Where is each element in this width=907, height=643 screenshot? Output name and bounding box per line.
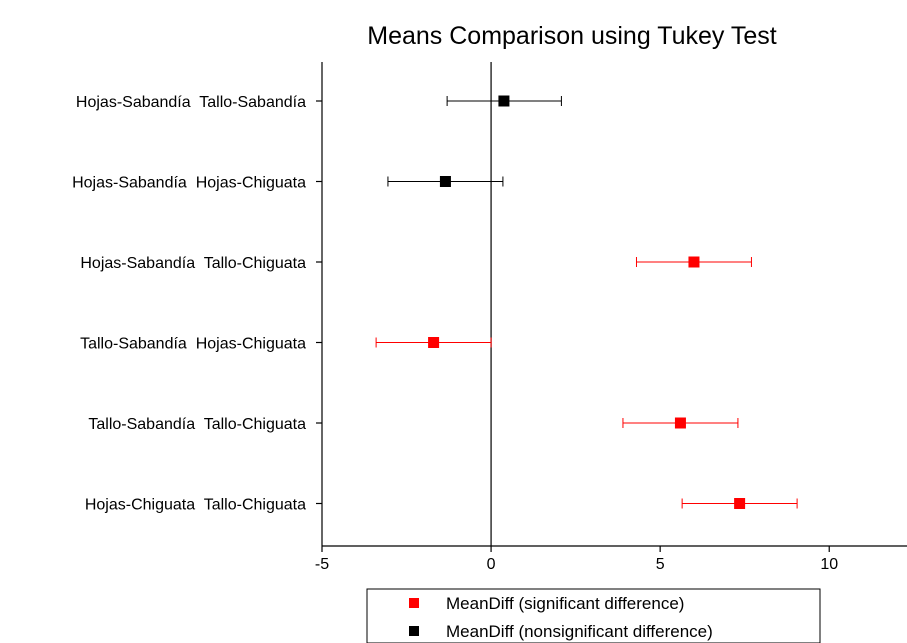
mean-diff-marker [688, 256, 700, 268]
mean-diff-marker [498, 95, 510, 107]
y-category-label: Tallo-Sabandía Tallo-Chiguata [88, 416, 306, 433]
data-marks [375, 95, 798, 509]
x-tick-label: 0 [487, 556, 496, 573]
legend-swatch [409, 626, 419, 636]
y-category-label: Tallo-Sabandía Hojas-Chiguata [80, 336, 306, 353]
y-category-label: Hojas-Sabandía Hojas-Chiguata [72, 175, 306, 192]
mean-diff-marker [674, 417, 686, 429]
legend-box [366, 588, 821, 643]
axes: -5 0 5 10 Hojas-Sabandía Tallo-Sabandía Hojas… [72, 62, 907, 573]
x-tick-label: 5 [656, 556, 665, 573]
mean-diff-marker [428, 337, 440, 348]
mean-diff-marker [439, 176, 451, 187]
x-tick-label: 10 [820, 556, 838, 573]
legend-entry: MeanDiff (significant difference) [446, 594, 684, 613]
legend: MeanDiff (significant difference) MeanDif… [366, 588, 821, 643]
y-category-label: Hojas-Sabandía Tallo-Chiguata [80, 255, 306, 272]
y-category-label: Hojas-Sabandía Tallo-Sabandía [76, 94, 306, 111]
legend-entry: MeanDiff (nonsignificant difference) [446, 622, 713, 641]
chart-title: Means Comparison using Tukey Test [367, 22, 777, 50]
legend-swatch [409, 598, 419, 608]
x-tick-label: -5 [315, 556, 329, 573]
y-category-label: Hojas-Chiguata Tallo-Chiguata [85, 497, 306, 514]
mean-diff-marker [734, 498, 746, 509]
